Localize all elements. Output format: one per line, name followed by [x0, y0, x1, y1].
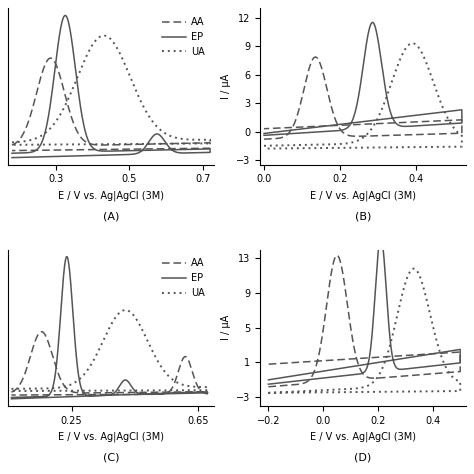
- X-axis label: E / V vs. Ag|AgCl (3M): E / V vs. Ag|AgCl (3M): [58, 431, 164, 442]
- Y-axis label: I / μA: I / μA: [221, 74, 231, 99]
- Text: (B): (B): [355, 212, 371, 222]
- Text: (D): (D): [355, 453, 372, 463]
- X-axis label: E / V vs. Ag|AgCl (3M): E / V vs. Ag|AgCl (3M): [58, 190, 164, 201]
- Text: (A): (A): [103, 212, 119, 222]
- X-axis label: E / V vs. Ag|AgCl (3M): E / V vs. Ag|AgCl (3M): [310, 431, 416, 442]
- Legend: AA, EP, UA: AA, EP, UA: [158, 13, 209, 61]
- Legend: AA, EP, UA: AA, EP, UA: [158, 255, 209, 302]
- Text: (C): (C): [103, 453, 119, 463]
- X-axis label: E / V vs. Ag|AgCl (3M): E / V vs. Ag|AgCl (3M): [310, 190, 416, 201]
- Y-axis label: I / μA: I / μA: [221, 315, 231, 340]
